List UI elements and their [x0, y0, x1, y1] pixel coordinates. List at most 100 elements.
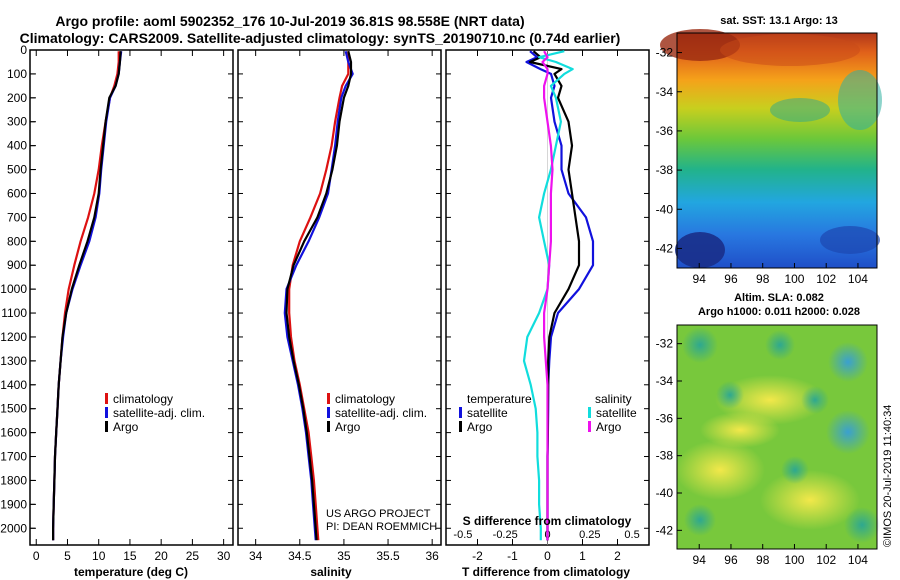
sst-warm-patch — [720, 34, 860, 66]
salinity-panel-frame — [237, 49, 442, 546]
depth-tick-label: 500 — [7, 163, 27, 177]
salinity-diff-tick-label: 0.25 — [579, 529, 600, 541]
difference-xlabel: T difference from climatology — [462, 565, 630, 579]
salinity-diff-tick-label: -0.5 — [453, 529, 472, 541]
x-tick-label: 5 — [64, 549, 71, 563]
map-y-tick-label: -32 — [656, 337, 674, 351]
project-annotation-line2: PI: DEAN ROEMMICH — [326, 521, 437, 533]
x-tick-label: 0 — [33, 549, 40, 563]
depth-tick-label: 700 — [7, 210, 27, 224]
map-x-tick-label: 98 — [756, 272, 770, 286]
x-tick-label: 35.5 — [376, 549, 400, 563]
map-y-tick-label: -38 — [656, 449, 674, 463]
map-x-tick-label: 104 — [848, 272, 868, 286]
map-y-tick-label: -40 — [656, 486, 674, 500]
temperature-xlabel: temperature (deg C) — [74, 565, 188, 579]
temperature-legend: climatology satellite-adj. clim. Argo — [105, 392, 205, 434]
depth-tick-label: 1200 — [0, 330, 27, 344]
legend-swatch-argo — [105, 421, 108, 432]
figure-title-line2: Climatology: CARS2009. Satellite-adjuste… — [20, 30, 621, 46]
depth-tick-label: 100 — [7, 67, 27, 81]
depth-axis: 0 100 200 300 400 500 600 700 800 900 1000 1100 1200… — [0, 43, 36, 535]
legend-swatch-sal-satellite — [588, 407, 591, 418]
legend-label-temp-argo: Argo — [467, 420, 493, 434]
difference-panel: -2 -1 0 1 2-0.5 -0.25 0 0.25 0.5 — [446, 49, 649, 563]
sla-low-patch — [781, 456, 809, 484]
map-y-tick-label: -36 — [656, 411, 674, 425]
legend-swatch-satellite — [327, 407, 330, 418]
sst-cold-patch — [820, 226, 880, 254]
sla-low-patch — [801, 386, 829, 414]
depth-tick-label: 200 — [7, 91, 27, 105]
depth-tick-label: 800 — [7, 234, 27, 248]
sst-cool-patch — [770, 98, 830, 122]
x-tick-label: -1 — [507, 549, 518, 563]
legend-label-climatology: climatology — [113, 392, 173, 406]
sst-map-frame — [676, 32, 878, 269]
depth-tick-label: 300 — [7, 115, 27, 129]
x-tick-label: 10 — [92, 549, 106, 563]
legend-label-sal-satellite: satellite — [596, 406, 637, 420]
x-tick-label: 1 — [579, 549, 586, 563]
sla-low-patch — [682, 327, 718, 363]
difference-top-xlabel: S difference from climatology — [463, 514, 632, 528]
salinity-diff-tick-label: 0.5 — [624, 529, 639, 541]
map-y-tick-label: -40 — [656, 202, 674, 216]
depth-tick-label: 900 — [7, 258, 27, 272]
difference-legend: temperature satellite Argo salinity sate… — [459, 392, 637, 434]
sst-map-axes: 94 96 98 100 102 104 -32 -34 -36 -38 -40 -42 — [656, 46, 869, 286]
legend-label-climatology: climatology — [335, 392, 395, 406]
map-y-tick-label: -34 — [656, 374, 674, 388]
depth-tick-label: 1300 — [0, 354, 27, 368]
series-line-satellite-adj-clim- — [51, 51, 123, 541]
depth-tick-label: 1800 — [0, 473, 27, 487]
legend-swatch-argo — [327, 421, 330, 432]
sst-map — [660, 29, 882, 269]
sla-map-title-line2: Argo h1000: 0.011 h2000: 0.028 — [698, 306, 860, 318]
series-line-salinity-satellite — [522, 50, 574, 541]
map-x-tick-label: 100 — [784, 553, 804, 567]
map-x-tick-label: 96 — [724, 553, 738, 567]
series-line-argo — [285, 50, 353, 541]
salinity-legend: climatology satellite-adj. clim. Argo — [327, 392, 427, 434]
salinity-xlabel: salinity — [310, 565, 352, 579]
depth-tick-label: 1500 — [0, 402, 27, 416]
legend-label-temp-satellite: satellite — [467, 406, 508, 420]
legend-swatch-climatology — [105, 393, 108, 404]
legend-swatch-temp-argo — [459, 421, 462, 432]
map-y-tick-label: -36 — [656, 124, 674, 138]
depth-tick-label: 1900 — [0, 497, 27, 511]
map-x-tick-label: 102 — [816, 272, 836, 286]
sst-cold-patch — [675, 232, 725, 268]
legend-label-argo: Argo — [335, 420, 361, 434]
sla-map — [675, 324, 880, 550]
depth-tick-label: 600 — [7, 186, 27, 200]
depth-tick-label: 2000 — [0, 521, 27, 535]
x-tick-label: 35 — [337, 549, 351, 563]
series-line-salinity-argo — [541, 50, 554, 541]
legend-swatch-satellite — [105, 407, 108, 418]
map-x-tick-label: 96 — [724, 272, 738, 286]
depth-tick-label: 1600 — [0, 426, 27, 440]
legend-header-temperature: temperature — [467, 392, 532, 406]
project-annotation-line1: US ARGO PROJECT — [326, 508, 431, 520]
legend-swatch-temp-satellite — [459, 407, 462, 418]
map-y-tick-label: -42 — [656, 241, 674, 255]
sla-high-patch — [675, 440, 765, 500]
x-tick-label: 30 — [217, 549, 231, 563]
series-line-climatology — [51, 51, 120, 541]
map-x-tick-label: 104 — [848, 553, 868, 567]
series-line-argo — [51, 51, 122, 541]
salinity-diff-tick-label: -0.25 — [493, 529, 518, 541]
depth-tick-label: 1700 — [0, 450, 27, 464]
sla-map-title-line1: Altim. SLA: 0.082 — [734, 292, 824, 304]
x-tick-label: 2 — [614, 549, 621, 563]
map-y-tick-label: -32 — [656, 46, 674, 60]
depth-tick-label: 0 — [20, 43, 27, 57]
temperature-panel: 0 5 10 15 20 25 30 — [30, 49, 233, 563]
x-tick-label: 34 — [249, 549, 263, 563]
x-tick-label: 0 — [544, 549, 551, 563]
legend-label-satellite: satellite-adj. clim. — [113, 406, 205, 420]
map-x-tick-label: 102 — [816, 553, 836, 567]
